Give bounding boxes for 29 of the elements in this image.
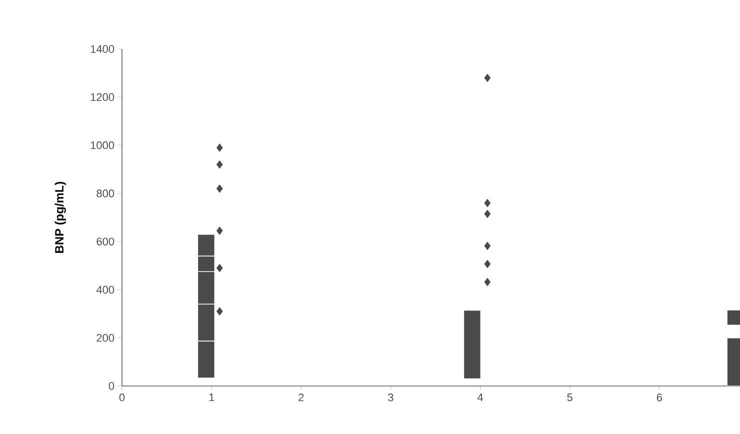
y-tick-label: 1400 [90,45,114,53]
x-tick-label: 0 [119,394,125,402]
x-tick-label: 5 [567,394,572,402]
y-tick-label: 800 [96,190,114,198]
point [216,143,223,152]
x-tick-label: 4 [477,394,483,402]
point [484,278,491,286]
point [216,307,223,316]
point [484,198,491,208]
point [484,210,491,218]
x-tick-label: 1 [209,394,214,402]
point [216,184,223,193]
x-tick-label: 3 [388,394,394,402]
point [484,74,491,82]
y-tick-label: 400 [96,286,114,294]
x-tick-label: 2 [298,394,304,402]
point [216,264,223,272]
y-tick-label: 1000 [90,141,114,150]
x-tick-label: 6 [656,394,662,402]
point [216,226,223,235]
y-tick-label: 200 [96,334,114,342]
point [216,160,223,169]
bar [463,310,482,380]
y-tick-label: 0 [108,382,114,390]
y-tick-label: 1200 [90,93,114,102]
point [484,242,491,250]
point [484,260,491,268]
y-axis-title: BNP (pg/mL) [54,182,66,253]
y-tick-label: 600 [96,238,114,246]
